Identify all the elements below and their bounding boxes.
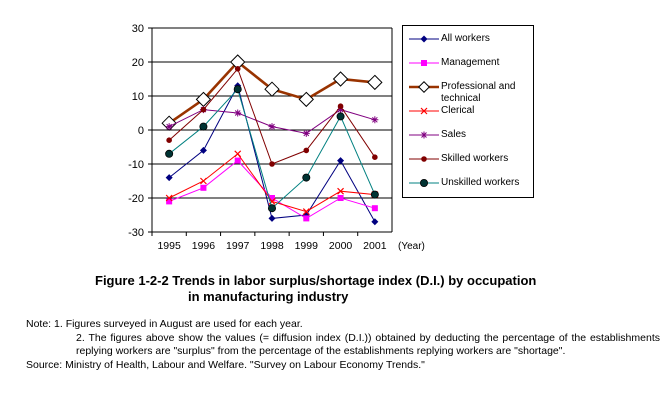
figure-caption-line2: in manufacturing industry [188, 289, 349, 304]
data-point-sales [268, 123, 276, 131]
legend-label-professional-technical: Professional and technical [441, 81, 516, 104]
legend-swatch-professional-technical [409, 81, 439, 93]
data-point-all-workers [337, 157, 345, 165]
legend-swatch-management [409, 60, 439, 66]
data-point-clerical [302, 208, 310, 216]
legend-item-sales: Sales [403, 127, 535, 145]
note-2: 2. The figures above show the values (= … [76, 331, 660, 358]
data-point-sales [337, 106, 345, 114]
data-point-sales [234, 109, 242, 117]
legend-swatch-marker [419, 179, 428, 187]
data-point-management [337, 195, 344, 201]
legend-swatch-marker [418, 81, 430, 93]
legend-label-skilled-workers: Skilled workers [441, 153, 509, 164]
x-tick-label: 1997 [226, 240, 250, 252]
legend-item-unskilled-workers: Unskilled workers [403, 175, 535, 193]
x-tick-label: 1999 [295, 240, 319, 252]
legend-label-sales: Sales [441, 129, 467, 140]
legend-item-all-workers: All workers [403, 31, 535, 49]
source-note: Source: Ministry of Health, Labour and W… [26, 358, 425, 371]
figure-notes: Note: 1. Figures surveyed in August are … [26, 318, 660, 372]
y-tick-label: -10 [128, 159, 144, 171]
y-tick-label: 10 [132, 91, 144, 103]
legend-label-management: Management [441, 57, 500, 68]
data-point-management [234, 157, 241, 164]
x-tick-label: 1998 [260, 240, 284, 252]
data-point-management [303, 215, 310, 222]
x-axis-label: (Year) [398, 241, 425, 252]
data-point-unskilled-workers [370, 190, 379, 199]
legend-label-all-workers: All workers [441, 33, 490, 44]
data-point-unskilled-workers [233, 85, 242, 94]
data-point-clerical [234, 150, 242, 158]
legend-item-professional-technical: Professional and technical [403, 79, 535, 104]
data-point-management [269, 195, 275, 201]
data-point-unskilled-workers [336, 112, 345, 121]
data-point-clerical [268, 197, 276, 205]
data-point-sales [302, 129, 310, 137]
data-point-all-workers [371, 218, 379, 226]
data-point-skilled-workers [303, 147, 310, 154]
data-point-skilled-workers [372, 154, 378, 160]
data-point-all-workers [199, 146, 207, 154]
data-point-unskilled-workers [199, 122, 208, 131]
y-tick-label: 0 [138, 125, 144, 137]
legend-item-clerical: Clerical [403, 103, 535, 121]
y-tick-label: 20 [132, 57, 144, 69]
data-point-all-workers [268, 214, 276, 222]
data-point-clerical [200, 177, 207, 185]
legend-item-management: Management [403, 55, 535, 73]
data-point-unskilled-workers [165, 149, 174, 158]
x-tick-label: 2000 [329, 240, 353, 252]
data-point-skilled-workers [269, 161, 275, 167]
data-point-management [200, 184, 207, 191]
data-point-unskilled-workers [267, 204, 276, 213]
legend-label-unskilled-workers: Unskilled workers [441, 177, 520, 188]
legend-swatch-marker [420, 131, 428, 139]
y-tick-label: 30 [132, 23, 144, 35]
legend-swatch-skilled-workers [409, 156, 439, 162]
legend-swatch-unskilled-workers [409, 179, 439, 187]
legend-swatch-clerical [409, 107, 439, 115]
figure-caption: Figure 1-2-2 Trends in labor surplus/sho… [95, 273, 536, 305]
note-1: Note: 1. Figures surveyed in August are … [26, 318, 303, 330]
data-point-professional-and-technical [298, 91, 314, 108]
data-point-clerical [165, 194, 173, 202]
data-point-skilled-workers [234, 66, 241, 72]
legend-swatch-sales [409, 131, 439, 139]
legend-item-skilled-workers: Skilled workers [403, 151, 535, 169]
data-point-skilled-workers [166, 137, 172, 143]
data-point-professional-and-technical [332, 71, 349, 87]
data-point-clerical [337, 187, 344, 195]
legend-label-clerical: Clerical [441, 105, 475, 116]
data-point-professional-and-technical [367, 74, 383, 91]
legend-swatch-marker [420, 35, 428, 43]
x-tick-label: 2001 [363, 240, 387, 252]
data-point-sales [371, 116, 379, 124]
legend-swatch-marker [420, 107, 428, 115]
legend-swatch-marker [421, 60, 427, 66]
data-point-skilled-workers [337, 103, 344, 109]
data-point-management [371, 205, 378, 212]
chart-legend: All workers Management Professional and … [402, 25, 534, 198]
series-line-unskilled-workers [168, 88, 376, 210]
legend-swatch-marker [421, 156, 427, 162]
figure-caption-line1: Figure 1-2-2 Trends in labor surplus/sho… [95, 273, 537, 288]
data-point-management [166, 198, 173, 205]
line-chart: 30 20 10 0 -10 -20 -30 1995 1996 1997 1998 1999 2000… [128, 23, 425, 252]
data-point-unskilled-workers [302, 173, 311, 182]
x-tick-label: 1996 [192, 240, 216, 252]
data-point-professional-and-technical [264, 81, 280, 97]
x-tick-label: 1995 [157, 240, 181, 252]
data-point-skilled-workers [200, 106, 207, 113]
data-point-sales [165, 123, 173, 131]
y-tick-label: -30 [128, 227, 144, 239]
y-tick-label: -20 [128, 193, 144, 205]
legend-swatch-all-workers [409, 35, 439, 43]
data-point-all-workers [165, 174, 173, 182]
